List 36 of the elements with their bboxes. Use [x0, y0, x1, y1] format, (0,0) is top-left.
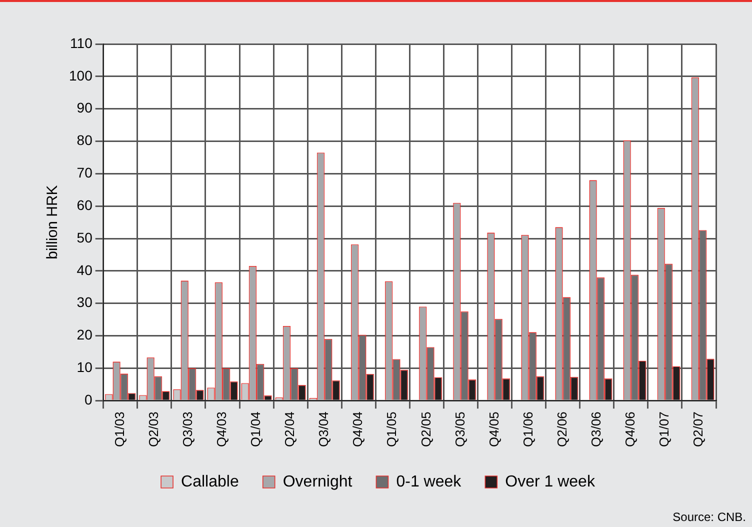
x-tick-label: Q1/04	[248, 412, 264, 448]
x-tick-label: Q4/04	[350, 412, 366, 448]
x-tick-label: Q4/05	[486, 412, 502, 448]
y-tick-label: 40	[76, 262, 93, 278]
y-tick-label: 0	[84, 391, 93, 408]
x-tick-label: Q2/04	[282, 412, 298, 448]
x-tick-label: Q2/03	[146, 412, 161, 448]
source-note: Source: CNB.	[672, 510, 746, 524]
y-tick-label: 100	[69, 67, 93, 84]
legend-label: Callable	[181, 473, 239, 490]
legend-label: Over 1 week	[505, 473, 596, 490]
y-tick-label: 90	[76, 100, 93, 116]
x-tick-label: Q1/05	[384, 412, 400, 448]
x-tick-label: Q3/06	[588, 412, 604, 448]
x-tick-label: Q2/07	[690, 412, 706, 448]
y-tick-label: 80	[76, 132, 93, 148]
x-tick-label: Q1/06	[520, 412, 536, 448]
x-tick-label: Q1/07	[656, 412, 672, 448]
legend-label: 0-1 week	[396, 473, 462, 490]
y-tick-label: 30	[76, 294, 93, 310]
x-tick-label: Q4/03	[214, 412, 230, 448]
x-tick-label: Q1/03	[112, 412, 127, 448]
y-tick-label: 60	[76, 196, 93, 213]
x-tick-label: Q2/05	[418, 412, 434, 448]
x-tick-label: Q2/06	[554, 412, 570, 448]
y-tick-label: 20	[76, 326, 93, 343]
y-tick-label: 50	[76, 229, 93, 246]
x-tick-label: Q4/06	[622, 412, 638, 448]
y-tick-label: 110	[70, 34, 93, 51]
x-tick-label: Q3/05	[452, 412, 468, 448]
x-tick-label: Q3/03	[180, 412, 196, 448]
x-tick-label: Q3/04	[316, 412, 332, 448]
y-tick-label: 70	[76, 164, 93, 181]
y-axis-title: billion HRK	[44, 185, 62, 260]
y-tick-label: 10	[76, 359, 93, 376]
legend-label: Overnight	[282, 473, 353, 490]
